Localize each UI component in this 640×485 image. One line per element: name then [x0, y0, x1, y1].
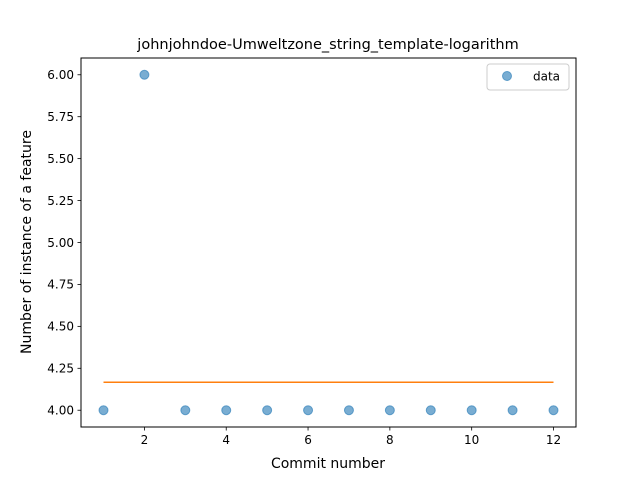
y-tick-label: 5.25 [47, 194, 74, 208]
y-axis-label: Number of instance of a feature [19, 130, 35, 354]
data-point [98, 405, 109, 416]
plot-area [98, 69, 559, 416]
axis-ticks: 2 4 6 8 10 12 4.00 4.25 4.50 4.75 5.00 5.25 5.50 5.75… [47, 68, 561, 447]
data-point [548, 405, 559, 416]
legend-label: data [533, 70, 560, 84]
x-tick-label: 2 [141, 433, 149, 447]
y-tick-label: 4.50 [47, 320, 74, 334]
y-tick-label: 6.00 [47, 68, 74, 82]
data-point [384, 405, 395, 416]
legend-marker [502, 71, 512, 81]
data-point [343, 405, 354, 416]
legend: data [486, 63, 570, 91]
data-point [425, 405, 436, 416]
x-tick-label: 6 [304, 433, 312, 447]
y-tick-label: 5.50 [47, 152, 74, 166]
data-point [262, 405, 273, 416]
y-tick-label: 5.75 [47, 110, 74, 124]
data-point [466, 405, 477, 416]
data-point [221, 405, 232, 416]
y-tick-label: 4.75 [47, 278, 74, 292]
y-tick-label: 5.00 [47, 236, 74, 250]
legend-box [486, 63, 570, 91]
y-tick-label: 4.25 [47, 362, 74, 376]
x-tick-label: 8 [386, 433, 394, 447]
data-point [180, 405, 191, 416]
data-point [507, 405, 518, 416]
x-tick-label: 10 [464, 433, 479, 447]
data-point [303, 405, 314, 416]
y-tick-label: 4.00 [47, 404, 74, 418]
x-tick-label: 12 [546, 433, 561, 447]
x-axis-label: Commit number [271, 456, 385, 472]
data-point [139, 69, 150, 80]
chart-title: johnjohndoe-Umweltzone_string_template-l… [136, 37, 518, 53]
x-tick-label: 4 [222, 433, 230, 447]
